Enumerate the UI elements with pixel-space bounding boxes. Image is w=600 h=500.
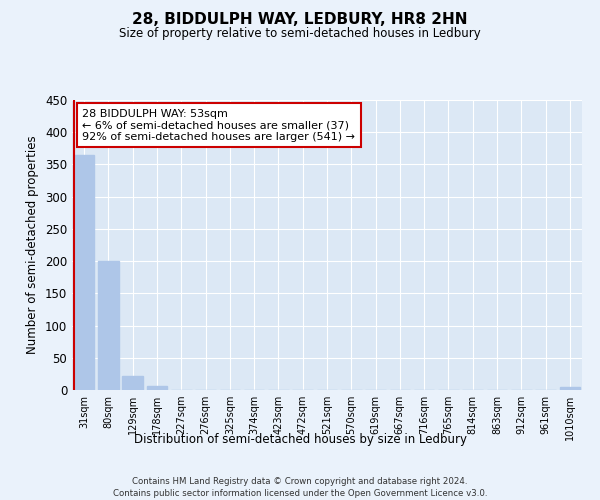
Text: 28, BIDDULPH WAY, LEDBURY, HR8 2HN: 28, BIDDULPH WAY, LEDBURY, HR8 2HN — [132, 12, 468, 28]
Text: Contains HM Land Registry data © Crown copyright and database right 2024.: Contains HM Land Registry data © Crown c… — [132, 478, 468, 486]
Text: Contains public sector information licensed under the Open Government Licence v3: Contains public sector information licen… — [113, 489, 487, 498]
Text: 28 BIDDULPH WAY: 53sqm
← 6% of semi-detached houses are smaller (37)
92% of semi: 28 BIDDULPH WAY: 53sqm ← 6% of semi-deta… — [82, 108, 355, 142]
Bar — [146, 386, 167, 390]
Y-axis label: Number of semi-detached properties: Number of semi-detached properties — [26, 136, 40, 354]
Bar — [560, 387, 580, 390]
Text: Size of property relative to semi-detached houses in Ledbury: Size of property relative to semi-detach… — [119, 28, 481, 40]
Bar — [122, 376, 143, 390]
Bar — [98, 261, 119, 390]
Text: Distribution of semi-detached houses by size in Ledbury: Distribution of semi-detached houses by … — [133, 432, 467, 446]
Bar — [74, 155, 94, 390]
